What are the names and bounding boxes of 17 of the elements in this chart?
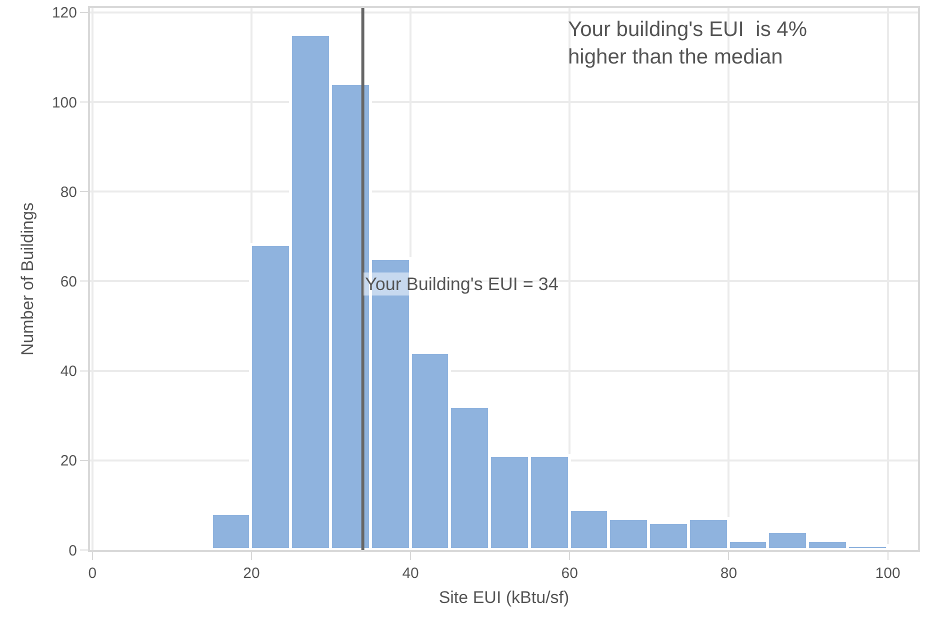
- x-tick-label: 0: [88, 565, 97, 582]
- x-tick-label: 100: [875, 565, 900, 582]
- y-tick-label: 40: [60, 363, 77, 380]
- y-tick-label: 0: [68, 542, 77, 560]
- y-tick-label: 20: [60, 452, 77, 470]
- x-axis-title: Site EUI (kBtu/sf): [438, 588, 570, 607]
- x-tick-label: 60: [561, 565, 578, 582]
- x-tick-label: 80: [720, 565, 738, 582]
- x-tick-label: 20: [243, 565, 260, 582]
- annotation: Your building's EUI is 4% higher than the median: [568, 18, 808, 68]
- x-tick-label: 40: [402, 565, 419, 582]
- y-tick-label: 120: [52, 4, 77, 22]
- y-tick-label: 100: [52, 94, 77, 112]
- y-tick-label: 60: [60, 273, 77, 290]
- y-tick-label: 80: [60, 184, 77, 201]
- y-axis-title: Number of Buildings: [18, 202, 38, 356]
- ref-line-label: Your Building's EUI = 34: [365, 274, 558, 294]
